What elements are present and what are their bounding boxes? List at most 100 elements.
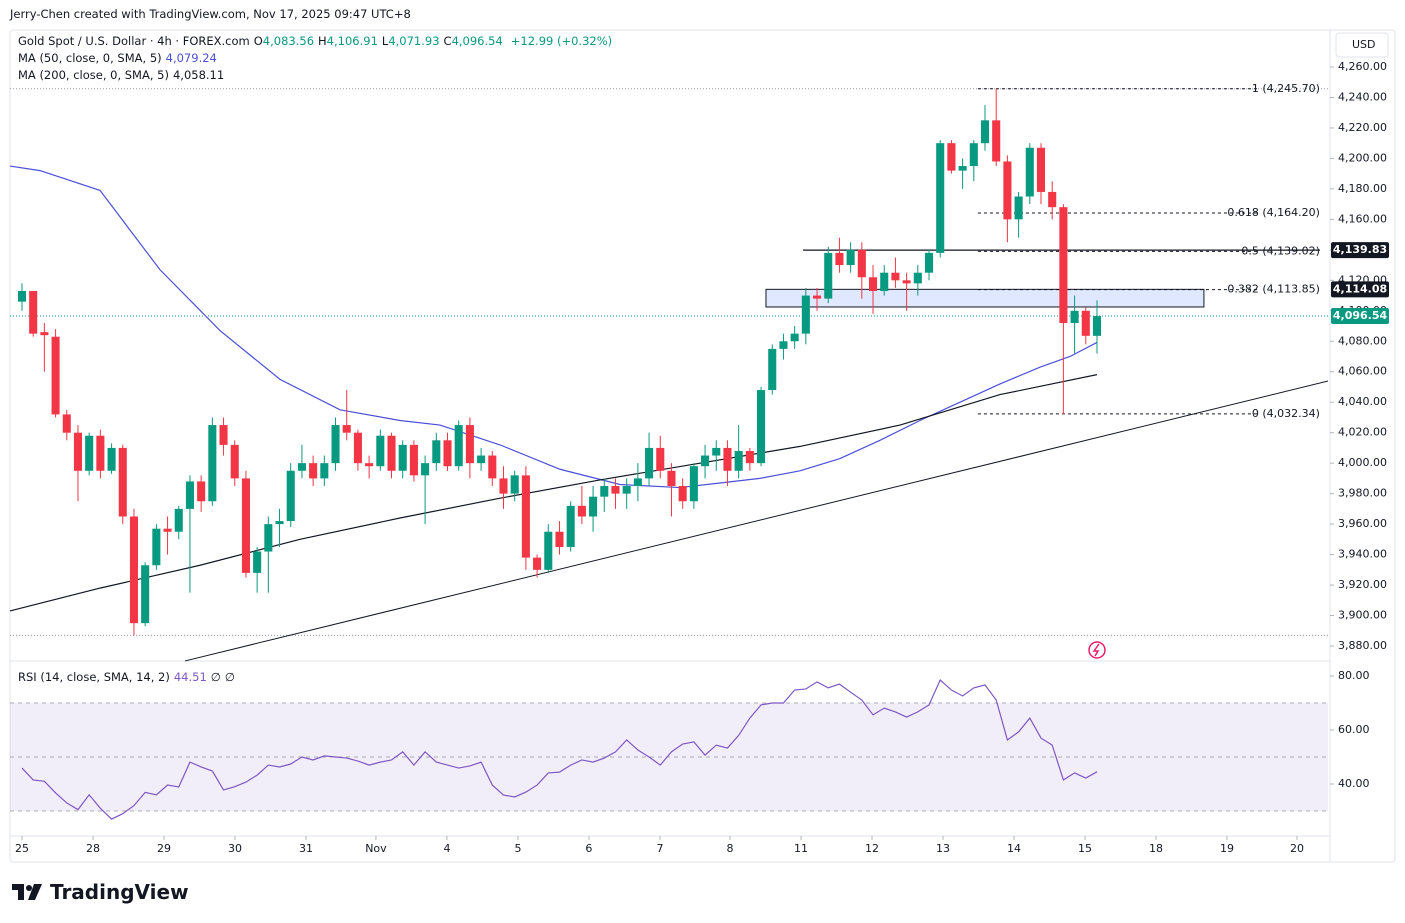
candle-body (1059, 207, 1068, 323)
y-tick-label: 4,220.00 (1338, 121, 1387, 134)
candle (342, 390, 351, 441)
candle-body (723, 447, 732, 471)
x-tick-label: 4 (443, 842, 450, 855)
candle (129, 508, 138, 636)
candle (533, 554, 542, 578)
candle-body (286, 470, 295, 522)
candle-body (1048, 191, 1057, 208)
x-tick-label: 6 (585, 842, 592, 855)
candle-body (813, 295, 822, 299)
x-tick-label: 5 (514, 842, 521, 855)
alert-icon[interactable] (1088, 641, 1106, 659)
candle-body (689, 466, 698, 502)
price-badge (1331, 308, 1389, 325)
candle-body (29, 290, 38, 334)
candle-body (62, 414, 71, 433)
candle-body (365, 463, 374, 467)
rsi-extra: ∅ (224, 670, 235, 684)
candle-body (152, 528, 161, 566)
x-tick-label: 7 (657, 842, 664, 855)
candle (141, 562, 150, 627)
candle-body (376, 435, 385, 467)
candle (824, 246, 833, 304)
candle (40, 322, 49, 372)
candle-body (521, 475, 530, 558)
candle-body (230, 444, 239, 479)
x-tick-label: 25 (15, 842, 29, 855)
x-tick-label: 14 (1007, 842, 1021, 855)
candle-body (477, 455, 486, 464)
ohlc-value: 4,071.93 (388, 34, 440, 48)
candle (297, 444, 306, 479)
candle (622, 478, 631, 509)
candle-body (779, 341, 788, 349)
candle (768, 344, 777, 395)
x-tick-label: 11 (794, 842, 808, 855)
currency-box[interactable] (1335, 32, 1389, 58)
candle-body (1014, 196, 1023, 220)
candle-body (353, 432, 362, 464)
x-tick-label: 19 (1220, 842, 1234, 855)
frame (9, 29, 1396, 863)
candle-body (141, 565, 150, 624)
candle-body (163, 528, 172, 532)
candle (353, 429, 362, 471)
candle (477, 447, 486, 471)
candle-body (219, 425, 228, 445)
candle-body (880, 272, 889, 291)
y-tick-label: 4,160.00 (1338, 212, 1387, 225)
candle-body (1081, 310, 1090, 336)
candle (264, 516, 273, 593)
candle (633, 463, 642, 502)
moving-average (9, 165, 1098, 489)
ohlc-key: O (253, 34, 263, 48)
candle-body (398, 444, 407, 471)
fib-label: 0 (4,032.34) (1252, 407, 1320, 420)
y-tick-label: 4,000.00 (1338, 456, 1387, 469)
ohlc-value: 4,083.56 (262, 34, 315, 48)
fib-label: 0.618 (4,164.20) (1227, 206, 1320, 219)
candle (745, 447, 754, 471)
candle (241, 470, 250, 578)
rsi-extra: ∅ (210, 670, 221, 684)
candle (1036, 143, 1046, 205)
candle (17, 283, 27, 311)
candle (969, 140, 978, 182)
change: +12.99 (+0.32%) (510, 34, 613, 48)
y-tick-label: 3,940.00 (1338, 548, 1387, 561)
price-badge-label: 4,096.54 (1333, 309, 1388, 322)
candle (51, 329, 60, 418)
candle-body (275, 521, 284, 525)
candle-body (980, 120, 990, 144)
symbol: Gold Spot / U.S. Dollar · 4h · FOREX.com (18, 34, 250, 48)
candle-body (1036, 147, 1046, 192)
candle-body (757, 390, 766, 464)
candle-body (891, 272, 900, 281)
candle-body (589, 496, 598, 517)
candle-body (768, 348, 777, 391)
candle-body (656, 447, 665, 471)
x-tick-label: 15 (1078, 842, 1092, 855)
candle-body (297, 463, 306, 471)
candle (253, 546, 262, 593)
legend-ma200: MA (200, close, 0, SMA, 5) 4,058.11 (18, 68, 228, 82)
candle-body (645, 447, 654, 479)
candle (421, 455, 430, 525)
y-tick-label: 3,880.00 (1338, 639, 1387, 652)
candle (868, 265, 878, 314)
candle-body (197, 481, 206, 502)
candle-body (992, 120, 1001, 162)
candle-body (241, 478, 250, 573)
currency: USD (1352, 38, 1376, 51)
candle-body (342, 425, 351, 433)
rsi-line (21, 679, 1098, 820)
y-tick-label: 3,900.00 (1338, 609, 1387, 622)
candle-body (790, 333, 799, 342)
candle-body (969, 143, 978, 167)
ma-name: MA (200, close, 0, SMA, 5) (18, 68, 169, 82)
candle (712, 440, 721, 471)
candle (230, 440, 239, 487)
candle (163, 516, 172, 555)
candle-body (555, 531, 564, 547)
candle-body (533, 557, 542, 570)
